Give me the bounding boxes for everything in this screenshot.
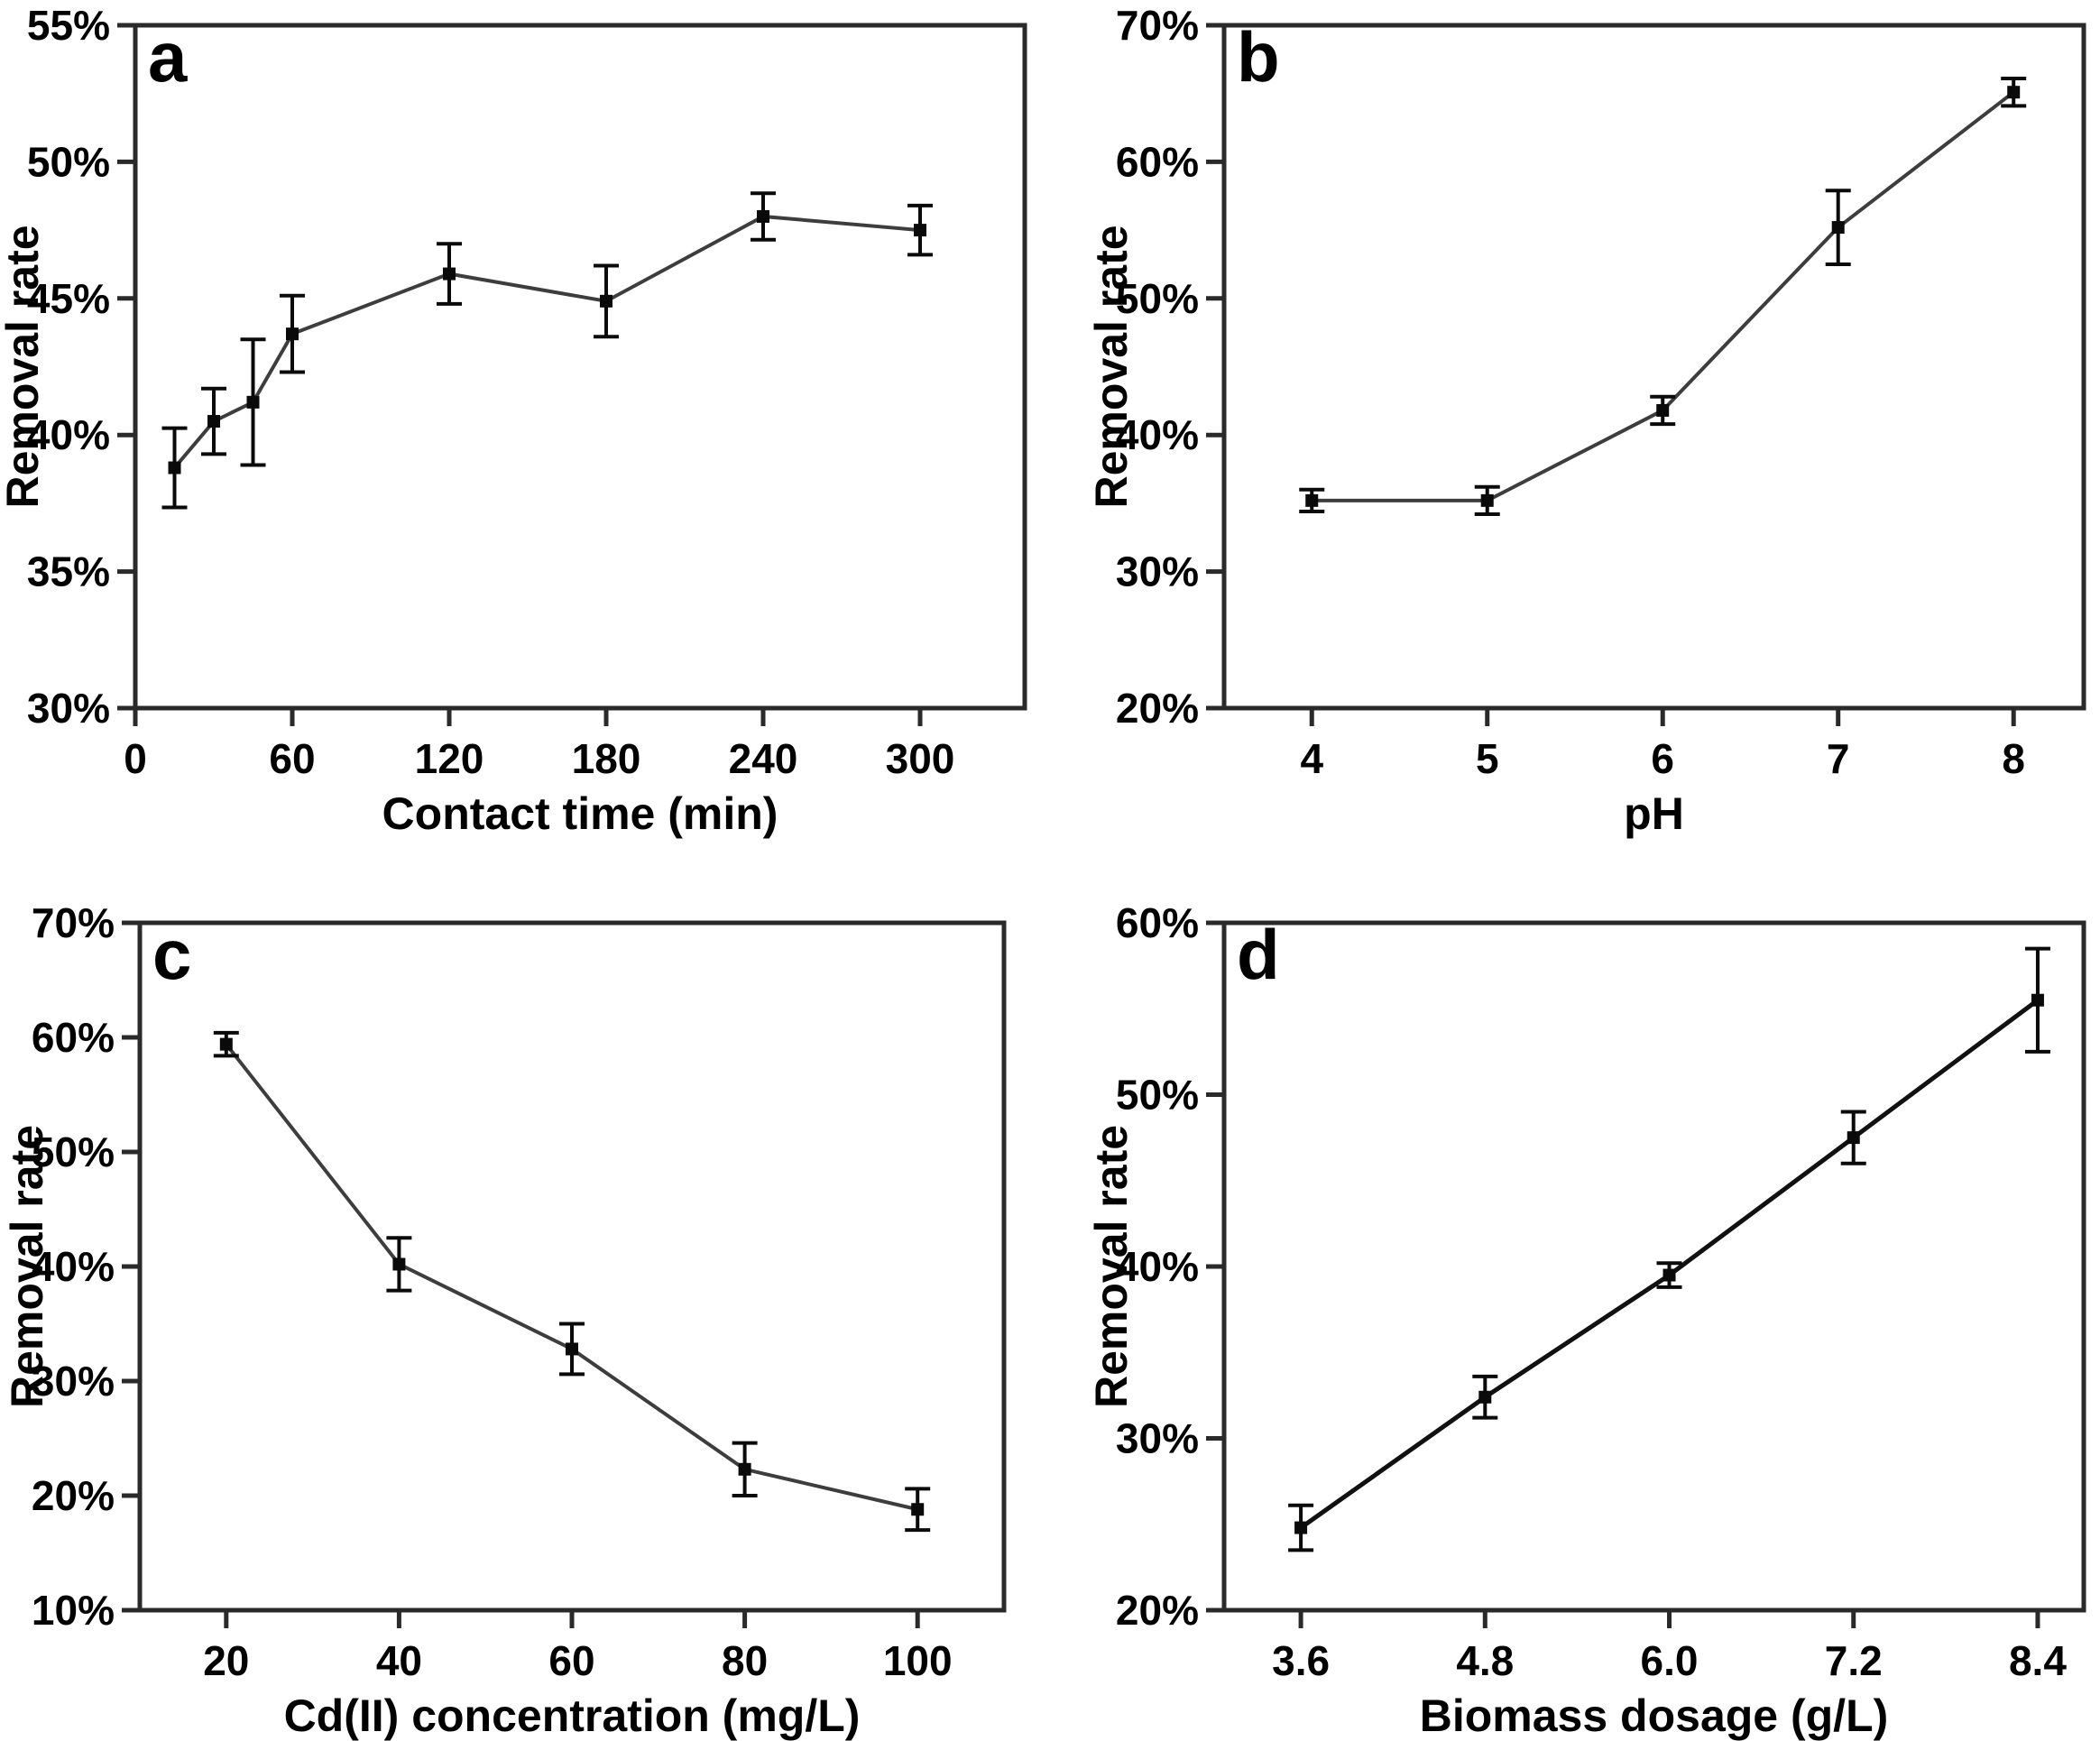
y-axis-title: Removal rate	[2, 1125, 52, 1408]
x-tick-label: 6	[1651, 735, 1674, 782]
data-point-marker	[1831, 221, 1845, 235]
data-point-marker	[738, 1462, 751, 1476]
panel-letter: c	[152, 915, 191, 994]
y-tick-label: 40%	[1116, 1243, 1199, 1290]
x-tick-label: 0	[124, 735, 147, 782]
panel-b-chart: 20% 30% 40% 50% 60% 70% 4 5 6 7 8 b pH Removal rate	[1086, 2, 2086, 839]
y-tick-label: 60%	[32, 1014, 115, 1061]
x-tick-label: 300	[886, 735, 955, 782]
y-tick-label: 20%	[1116, 1587, 1199, 1634]
x-tick-label: 120	[415, 735, 484, 782]
data-point-marker	[1480, 493, 1494, 507]
data-point-marker	[286, 327, 299, 341]
y-tick-label: 40%	[32, 1243, 115, 1290]
x-tick-label: 8	[2002, 735, 2025, 782]
x-tick-label: 240	[729, 735, 798, 782]
panel-letter: b	[1237, 17, 1280, 97]
series-line	[172, 214, 921, 469]
panel-letter: d	[1237, 915, 1280, 994]
plot-box	[1221, 23, 2086, 711]
x-axis-title: pH	[1624, 788, 1684, 839]
data-point-marker	[207, 415, 220, 428]
x-tick-label: 80	[722, 1637, 768, 1684]
y-tick-label: 50%	[1116, 1072, 1199, 1119]
data-point-marker	[392, 1257, 406, 1271]
y-tick-label: 30%	[27, 685, 110, 732]
x-tick-label: 60	[548, 1637, 594, 1684]
data-point-marker	[914, 224, 926, 237]
y-tick-label: 20%	[1116, 685, 1199, 732]
panel-c: 10% 20% 30% 40% 50% 60% 70% 20 40 60 80 100 c Cd(II) …	[0, 870, 1050, 1741]
x-tick-label: 4	[1300, 735, 1323, 782]
x-tick-label: 4.8	[1456, 1637, 1514, 1684]
data-point-marker	[1478, 1390, 1492, 1404]
y-axis-title: Removal rate	[0, 225, 48, 508]
panel-d-chart: 20% 30% 40% 50% 60% 3.6 4.8 6.0 7.2 8.4 d Biomass d…	[1086, 899, 2086, 1741]
series-line	[1312, 90, 2015, 502]
y-tick-label: 30%	[1116, 548, 1199, 595]
data-point-marker	[566, 1342, 578, 1356]
y-tick-label: 20%	[32, 1472, 115, 1519]
y-tick-label: 10%	[32, 1587, 115, 1634]
data-point-marker	[2007, 86, 2021, 99]
data-point-marker	[443, 267, 456, 281]
x-axis-title: Biomass dosage (g/L)	[1420, 1690, 1889, 1741]
y-axis-title: Removal rate	[1086, 1125, 1137, 1408]
data-point-marker	[600, 294, 612, 308]
plot-box	[133, 23, 1027, 711]
y-tick-label: 45%	[27, 275, 110, 322]
x-tick-label: 60	[269, 735, 315, 782]
x-tick-label: 8.4	[2009, 1637, 2067, 1684]
x-tick-label: 6.0	[1641, 1637, 1699, 1684]
series-line	[225, 1043, 918, 1512]
y-tick-label: 30%	[32, 1358, 115, 1405]
y-tick-label: 50%	[32, 1128, 115, 1175]
y-axis-title: Removal rate	[1086, 225, 1137, 508]
x-tick-label: 3.6	[1272, 1637, 1330, 1684]
y-tick-label: 55%	[27, 2, 110, 49]
data-point-marker	[911, 1503, 925, 1516]
y-tick-label: 30%	[1116, 1415, 1199, 1462]
x-tick-label: 7	[1827, 735, 1850, 782]
data-point-marker	[1294, 1521, 1308, 1534]
x-axis-title: Cd(II) concentration (mg/L)	[284, 1690, 861, 1741]
panel-a-chart: 30% 35% 40% 45% 50% 55% 0 60 120 180 240 300 a Contac…	[0, 2, 1027, 839]
data-point-marker	[1656, 403, 1670, 417]
data-point-marker	[1662, 1268, 1676, 1282]
x-tick-label: 20	[203, 1637, 249, 1684]
y-tick-label: 50%	[1116, 275, 1199, 322]
panel-letter: a	[148, 17, 188, 97]
x-axis-title: Contact time (min)	[382, 788, 778, 839]
data-point-marker	[757, 209, 769, 223]
x-tick-label: 100	[883, 1637, 953, 1684]
x-tick-label: 7.2	[1825, 1637, 1883, 1684]
data-point-marker	[1305, 493, 1319, 507]
data-point-marker	[246, 395, 260, 409]
x-tick-label: 5	[1476, 735, 1499, 782]
x-tick-label: 40	[376, 1637, 422, 1684]
panel-b: 20% 30% 40% 50% 60% 70% 4 5 6 7 8 b pH Removal rate	[1050, 0, 2100, 870]
y-tick-label: 60%	[1116, 138, 1199, 185]
plot-box	[137, 920, 1007, 1613]
plot-box	[1221, 920, 2086, 1613]
data-point-marker	[1847, 1131, 1860, 1145]
x-tick-label: 180	[572, 735, 641, 782]
panel-c-chart: 10% 20% 30% 40% 50% 60% 70% 20 40 60 80 100 c Cd(II) …	[2, 899, 1007, 1741]
data-point-marker	[168, 461, 181, 474]
panel-d: 20% 30% 40% 50% 60% 3.6 4.8 6.0 7.2 8.4 d Biomass d…	[1050, 870, 2100, 1741]
y-tick-label: 70%	[32, 899, 115, 946]
data-point-marker	[2031, 993, 2044, 1007]
y-tick-label: 50%	[27, 138, 110, 185]
y-tick-label: 40%	[1116, 411, 1199, 458]
panel-a: 30% 35% 40% 45% 50% 55% 0 60 120 180 240 300 a Contac…	[0, 0, 1050, 870]
y-tick-label: 40%	[27, 411, 110, 458]
y-tick-label: 60%	[1116, 899, 1199, 946]
y-tick-label: 70%	[1116, 2, 1199, 49]
data-point-marker	[219, 1037, 233, 1051]
y-tick-label: 35%	[27, 548, 110, 595]
